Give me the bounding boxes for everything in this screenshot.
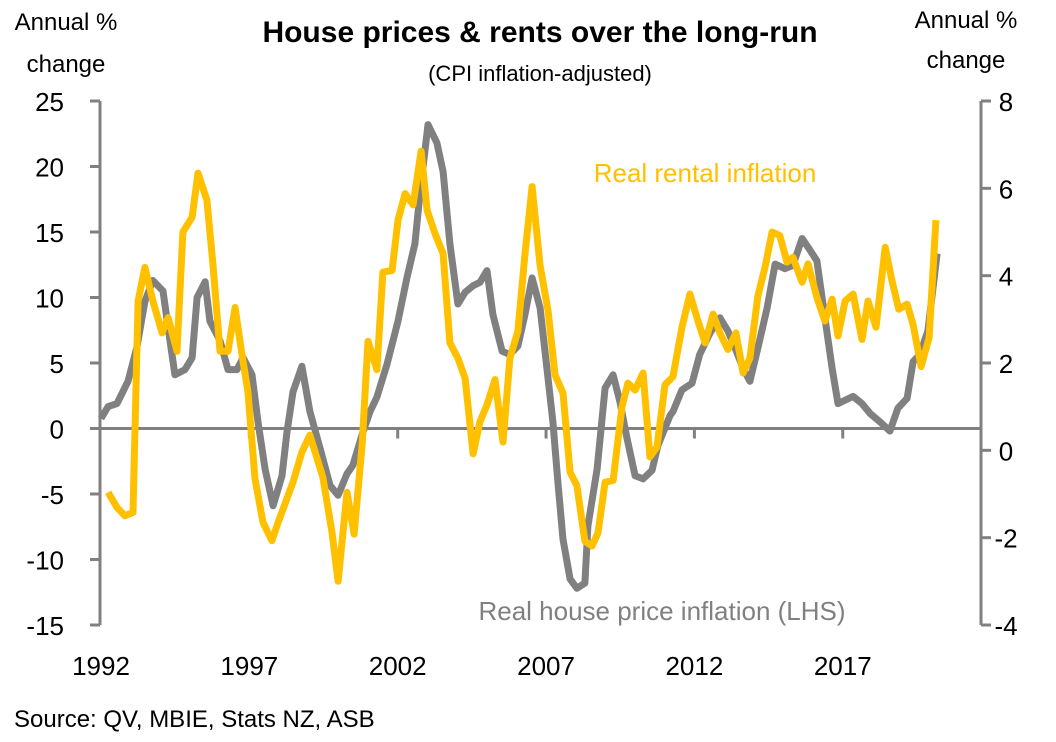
left-tick-label: 0 [50, 415, 64, 445]
series-layer [98, 121, 941, 592]
right-axis-title-line1: Annual % [915, 7, 1018, 34]
x-tick-label: 1997 [220, 651, 278, 681]
x-tick-label: 2002 [369, 651, 427, 681]
left-tick-label: -10 [26, 546, 64, 576]
left-tick-label: 10 [35, 284, 64, 314]
right-tick-label: 8 [999, 87, 1013, 117]
axes: -15 -10 -5 0 5 10 15 20 25 -4 -2 0 2 4 6 8 1992 1997 2002 2… [26, 87, 1017, 681]
left-tick-label: -5 [41, 480, 64, 510]
right-tick-label: -4 [994, 611, 1017, 641]
right-axis-title-line2: change [927, 47, 1006, 74]
series-line-rental [105, 147, 940, 585]
x-tick-label: 2007 [517, 651, 575, 681]
right-tick-label: 2 [999, 349, 1013, 379]
series-line-house-price [98, 121, 941, 592]
left-tick-label: 25 [35, 87, 64, 117]
left-tick-label: 15 [35, 218, 64, 248]
x-tick-label: 1992 [72, 651, 130, 681]
left-tick-label: -15 [26, 611, 64, 641]
series-label-rental: Real rental inflation [594, 158, 817, 188]
x-tick-label: 2017 [814, 651, 872, 681]
right-tick-label: 0 [999, 436, 1013, 466]
right-tick-label: -2 [994, 524, 1017, 554]
left-axis-title-line1: Annual % [15, 9, 118, 36]
left-tick-label: 5 [50, 349, 64, 379]
source-note: Source: QV, MBIE, Stats NZ, ASB [14, 706, 375, 733]
chart-title: House prices & rents over the long-run [262, 16, 817, 49]
left-tick-label: 20 [35, 153, 64, 183]
right-tick-label: 4 [999, 262, 1013, 292]
x-tick-label: 2012 [665, 651, 723, 681]
series-label-house-price: Real house price inflation (LHS) [478, 596, 845, 626]
right-tick-label: 6 [999, 174, 1013, 204]
chart-subtitle: (CPI inflation-adjusted) [428, 61, 652, 86]
left-axis-title-line2: change [27, 51, 106, 78]
